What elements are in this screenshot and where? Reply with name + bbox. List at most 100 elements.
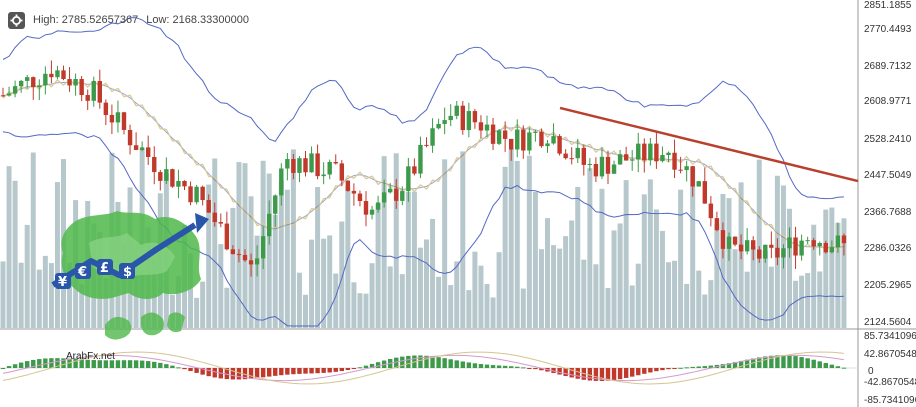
candle-body: [297, 158, 302, 173]
candle-body: [351, 190, 357, 194]
macd-histogram-bar: [823, 363, 828, 368]
macd-histogram-bar: [194, 368, 199, 373]
volume-bar: [708, 280, 714, 328]
candle-body: [127, 129, 133, 146]
macd-histogram-bar: [448, 359, 453, 368]
settings-gear-icon[interactable]: [8, 11, 25, 29]
candle-body: [581, 147, 586, 165]
macd-histogram-bar: [25, 361, 30, 368]
volume-bar: [6, 166, 12, 328]
volume-bar: [672, 260, 678, 328]
candle-body: [841, 235, 847, 244]
volume-bar: [79, 284, 85, 328]
volume-bar: [36, 269, 42, 328]
macd-histogram-bar: [690, 366, 695, 368]
candle-body: [218, 222, 223, 224]
volume-bar: [48, 263, 54, 328]
volume-bar: [194, 297, 200, 328]
candle-body: [823, 242, 828, 253]
macd-histogram-bar: [61, 358, 66, 368]
macd-histogram-bar: [757, 357, 762, 368]
candle-body: [533, 131, 538, 133]
candle-body: [521, 129, 526, 151]
candle-body: [569, 158, 574, 160]
volume-bar: [67, 262, 73, 328]
macd-histogram-bar: [327, 368, 332, 373]
volume-bar: [563, 236, 569, 328]
volume-bar: [587, 168, 593, 328]
macd-histogram-bar: [775, 355, 780, 368]
candle-body: [200, 186, 205, 200]
price-tick: 2205.2965: [864, 280, 912, 291]
macd-histogram-bar: [708, 365, 714, 368]
volume-bar: [363, 293, 369, 328]
volume-bar: [442, 159, 448, 328]
candle-body: [273, 195, 278, 214]
macd-histogram-bar: [297, 368, 302, 374]
candle-body: [811, 240, 816, 247]
volume-bar: [30, 152, 36, 328]
macd-histogram-bar: [763, 356, 768, 368]
candle-body: [285, 159, 290, 169]
macd-histogram-bar: [726, 363, 732, 368]
macd-histogram-bar: [666, 368, 671, 370]
candle-body: [744, 240, 750, 252]
volume-bar: [666, 262, 671, 328]
volume-bar: [647, 179, 653, 328]
macd-histogram-bar: [642, 368, 647, 374]
candle-body: [714, 218, 720, 231]
candle-body: [254, 258, 260, 265]
volume-bar: [454, 261, 460, 328]
volume-bar: [829, 207, 835, 328]
volume-bar: [436, 276, 442, 328]
macd-histogram-bar: [738, 360, 744, 368]
volume-bar: [641, 194, 647, 328]
volume-bar: [375, 203, 381, 328]
candle-body: [212, 212, 217, 223]
volume-bar: [254, 235, 260, 328]
macd-histogram-bar: [472, 363, 478, 368]
candle-body: [654, 143, 659, 162]
candle-body: [430, 128, 435, 146]
macd-histogram-bar: [146, 361, 151, 368]
macd-histogram-bar: [732, 362, 738, 368]
macd-histogram-bar: [31, 359, 36, 368]
svg-text:¥: ¥: [58, 275, 67, 290]
macd-histogram-bar: [805, 358, 810, 368]
volume-bar: [629, 285, 635, 328]
candle-body: [442, 120, 447, 124]
volume-bar: [702, 294, 708, 328]
candle-body: [412, 166, 417, 174]
candle-body: [642, 143, 647, 161]
bollinger-bands: [2, 17, 845, 327]
macd-histogram-bar: [224, 368, 230, 380]
volume-bar: [315, 187, 321, 328]
volume-bar: [230, 207, 236, 328]
macd-histogram-bar: [200, 368, 205, 375]
macd-histogram-bar: [799, 357, 804, 368]
oscillator-tick: -42.8670548: [864, 377, 916, 388]
signal-line: [2, 354, 844, 382]
volume-bar: [393, 153, 399, 328]
macd-histogram-bar: [321, 368, 326, 373]
macd-histogram-bar: [260, 368, 266, 378]
macd-histogram-bar: [164, 364, 169, 368]
volume-bar: [18, 262, 24, 328]
volume-bar: [653, 209, 659, 328]
volume-bar: [411, 191, 417, 328]
candle-body: [502, 130, 508, 139]
volume-bar: [538, 249, 544, 328]
macd-histogram-bar: [484, 364, 490, 368]
candle-body: [206, 199, 211, 213]
macd-histogram-bar: [18, 362, 24, 368]
macd-histogram-bar: [648, 368, 653, 373]
macd-histogram-bar: [357, 367, 363, 369]
candle-body: [381, 192, 387, 203]
candle-body: [224, 223, 230, 250]
volume-bar: [756, 159, 762, 328]
volume-bar: [799, 275, 805, 328]
volume-bar: [333, 273, 339, 328]
macd-histogram-bar: [841, 367, 847, 369]
candle-body: [303, 158, 308, 173]
candle-body: [375, 202, 381, 210]
